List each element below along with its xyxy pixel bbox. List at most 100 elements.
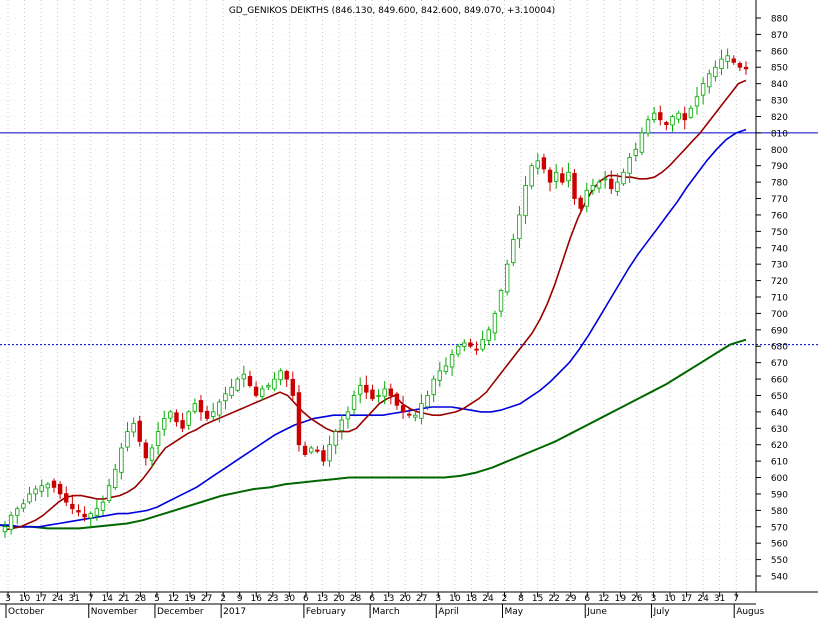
y-tick-label: 840 — [771, 80, 788, 90]
x-tick-label: 21 — [118, 594, 129, 604]
candle-up — [535, 160, 540, 169]
candle-up — [229, 386, 234, 397]
candle-up — [149, 447, 155, 461]
x-tick-label: 9 — [237, 594, 243, 604]
candle-up — [8, 514, 14, 530]
candle-up — [162, 418, 167, 430]
y-tick-label: 850 — [771, 64, 788, 74]
x-tick-label: 3 — [435, 594, 441, 604]
candle-up — [602, 178, 608, 181]
candle-down — [541, 157, 547, 170]
candle-up — [480, 339, 485, 350]
candle-up — [615, 181, 620, 192]
x-tick-label: 2 — [502, 594, 508, 604]
candle-down — [609, 178, 614, 190]
candle-up — [719, 58, 724, 69]
candle-up — [211, 411, 216, 417]
candle-down — [468, 342, 473, 347]
y-tick-label: 550 — [771, 556, 788, 566]
candle-up — [278, 370, 283, 381]
reference-lines — [0, 132, 818, 346]
x-tick-label: 6 — [584, 594, 590, 604]
candle-up — [333, 431, 338, 446]
candle-up — [529, 165, 534, 187]
candle-up — [308, 447, 314, 453]
x-tick-label: 13 — [383, 594, 394, 604]
x-month-label: July — [652, 607, 670, 617]
candle-down — [474, 348, 479, 351]
candle-up — [241, 373, 247, 380]
candle-down — [572, 172, 577, 199]
x-tick-label: 8 — [518, 594, 524, 604]
x-tick-label: 26 — [631, 594, 643, 604]
candle-up — [431, 378, 436, 395]
y-tick-label: 790 — [771, 162, 788, 172]
candle-up — [498, 290, 504, 312]
y-tick-label: 800 — [771, 146, 788, 156]
x-tick-label: 12 — [168, 594, 179, 604]
x-tick-label: 5 — [154, 594, 160, 604]
candle-down — [731, 58, 736, 63]
candle-up — [419, 403, 424, 419]
candle-down — [737, 63, 743, 68]
x-tick-label: 22 — [548, 594, 559, 604]
x-tick-label: 7 — [88, 594, 94, 604]
candle-up — [217, 401, 222, 416]
x-tick-label: 2 — [220, 594, 226, 604]
candle-down — [64, 493, 69, 503]
x-tick-label: 30 — [284, 594, 296, 604]
candle-down — [547, 169, 553, 183]
candle-down — [253, 386, 259, 396]
x-tick-label: 17 — [35, 594, 46, 604]
candle-up — [33, 488, 38, 495]
x-tick-label: 14 — [102, 594, 114, 604]
y-tick-label: 830 — [771, 97, 788, 107]
y-tick-label: 780 — [771, 179, 788, 189]
candle-up — [351, 395, 357, 410]
candle-up — [688, 107, 694, 118]
candle-up — [125, 431, 130, 448]
candle-up — [339, 419, 345, 431]
candle-up — [45, 483, 51, 489]
x-tick-label: 10 — [19, 594, 31, 604]
candle-up — [725, 55, 730, 62]
candle-down — [180, 420, 185, 429]
candle-up — [492, 313, 498, 334]
candle-down — [321, 450, 326, 462]
y-tick-label: 610 — [771, 458, 788, 468]
candle-down — [70, 503, 75, 510]
candle-up — [357, 385, 363, 395]
candle-up — [511, 239, 516, 264]
candle-up — [553, 171, 559, 182]
x-tick-label: 7 — [733, 594, 739, 604]
candle-up — [382, 388, 387, 397]
candle-down — [364, 384, 369, 393]
candle-up — [639, 132, 645, 153]
x-tick-label: 23 — [267, 594, 278, 604]
x-tick-label: 28 — [350, 594, 362, 604]
y-tick-label: 860 — [771, 47, 788, 57]
y-tick-label: 770 — [771, 195, 788, 205]
candle-up — [15, 508, 20, 516]
candle-down — [137, 420, 142, 442]
candle-down — [406, 413, 412, 416]
x-month-label: March — [372, 607, 399, 617]
x-tick-label: 20 — [399, 594, 411, 604]
x-tick-label: 20 — [333, 594, 345, 604]
ma-mid-line — [0, 128, 747, 528]
y-tick-label: 620 — [771, 441, 788, 451]
candle-down — [290, 378, 296, 396]
x-month-label: April — [438, 607, 459, 617]
candle-up — [596, 181, 602, 189]
candle-up — [462, 342, 467, 347]
y-tick-label: 690 — [771, 326, 788, 336]
y-tick-label: 750 — [771, 228, 788, 238]
candle-up — [272, 378, 277, 390]
candles — [2, 48, 749, 538]
candle-up — [39, 485, 44, 492]
x-month-label: Augus — [736, 607, 764, 617]
x-month-label: 2017 — [223, 607, 246, 617]
candle-down — [315, 449, 320, 452]
candle-up — [113, 468, 118, 488]
